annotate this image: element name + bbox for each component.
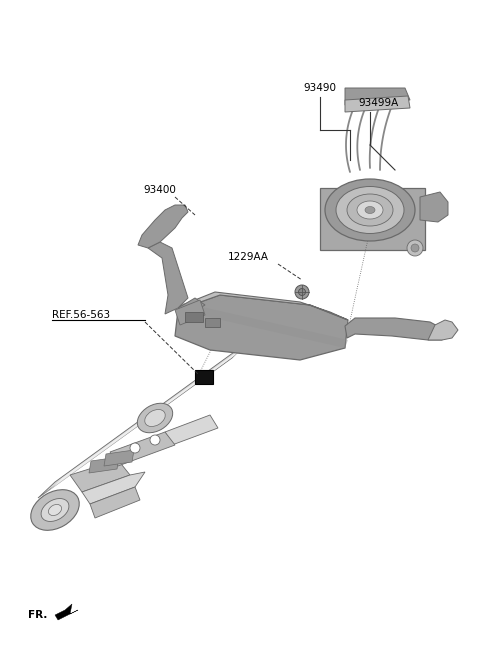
Ellipse shape xyxy=(150,435,160,445)
Ellipse shape xyxy=(411,244,419,252)
Ellipse shape xyxy=(299,288,305,296)
Polygon shape xyxy=(138,205,188,248)
Ellipse shape xyxy=(325,179,415,241)
Ellipse shape xyxy=(347,194,393,226)
Ellipse shape xyxy=(130,443,140,453)
Ellipse shape xyxy=(365,206,375,214)
Ellipse shape xyxy=(295,285,309,299)
Polygon shape xyxy=(175,300,205,325)
Polygon shape xyxy=(70,460,130,492)
Ellipse shape xyxy=(407,240,423,256)
Polygon shape xyxy=(345,318,445,340)
Text: FR.: FR. xyxy=(28,610,48,620)
Text: 1229AA: 1229AA xyxy=(228,252,269,262)
Polygon shape xyxy=(178,292,348,320)
Polygon shape xyxy=(148,242,188,314)
Polygon shape xyxy=(104,450,134,466)
Text: 93499A: 93499A xyxy=(358,98,398,108)
Ellipse shape xyxy=(41,499,69,522)
Bar xyxy=(195,370,213,384)
Polygon shape xyxy=(165,415,218,445)
Text: 93400: 93400 xyxy=(143,185,176,195)
Polygon shape xyxy=(50,346,245,490)
Text: REF.56-563: REF.56-563 xyxy=(52,310,110,320)
Polygon shape xyxy=(345,88,410,105)
Bar xyxy=(205,318,220,327)
Text: 93490: 93490 xyxy=(303,83,336,93)
Polygon shape xyxy=(345,96,410,112)
Polygon shape xyxy=(420,192,448,222)
Ellipse shape xyxy=(336,187,404,233)
Polygon shape xyxy=(428,320,458,340)
Polygon shape xyxy=(38,350,243,498)
Polygon shape xyxy=(55,604,78,620)
Ellipse shape xyxy=(357,201,383,219)
Polygon shape xyxy=(178,298,205,315)
Bar xyxy=(185,312,203,322)
Ellipse shape xyxy=(137,403,173,433)
Polygon shape xyxy=(82,472,145,504)
Ellipse shape xyxy=(31,489,79,530)
Ellipse shape xyxy=(48,505,61,516)
Polygon shape xyxy=(110,432,175,466)
Bar xyxy=(320,188,425,250)
Polygon shape xyxy=(175,295,348,360)
Polygon shape xyxy=(178,302,348,348)
Polygon shape xyxy=(89,457,119,473)
Polygon shape xyxy=(90,487,140,518)
Ellipse shape xyxy=(145,409,165,426)
Polygon shape xyxy=(38,342,248,498)
